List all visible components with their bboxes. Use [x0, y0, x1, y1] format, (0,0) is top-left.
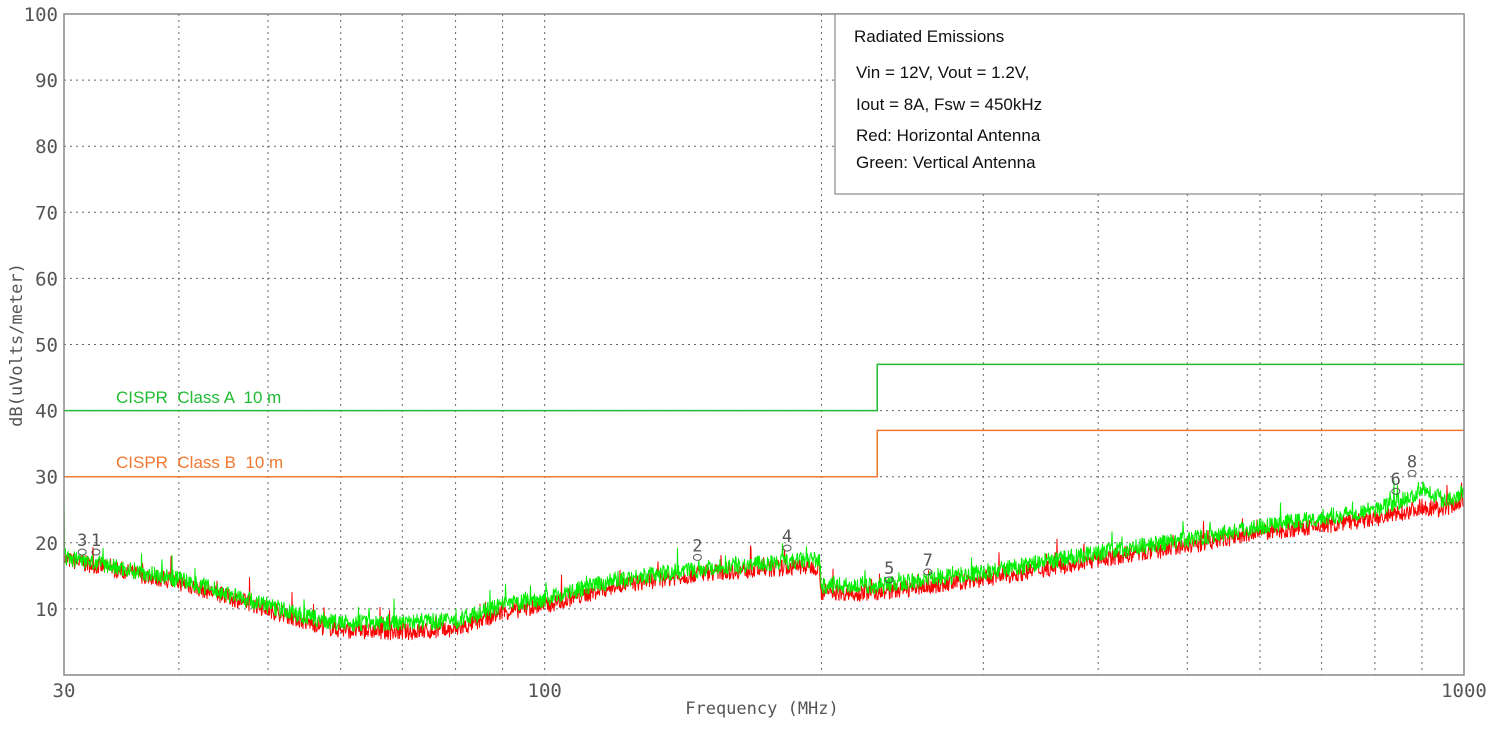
- markers: 3 1 2 4 5 7 68: [77, 452, 1417, 584]
- marker-point: [91, 548, 101, 556]
- y-tick-label: 60: [35, 268, 58, 290]
- legend-line-2: Iout = 8A, Fsw = 450kHz: [856, 95, 1042, 114]
- marker-label: 3: [77, 531, 87, 551]
- y-tick-label: 40: [35, 401, 58, 423]
- marker-point: [782, 544, 792, 552]
- marker-label: 8: [1407, 452, 1417, 472]
- marker-point: [77, 548, 87, 556]
- x-axis-label: Frequency (MHz): [685, 699, 839, 719]
- y-tick-label: 100: [24, 4, 58, 26]
- legend-line-4: Green: Vertical Antenna: [856, 153, 1036, 172]
- legend-line-3: Red: Horizontal Antenna: [856, 126, 1041, 145]
- limit-line-class-a: [64, 363, 1464, 412]
- marker-point: [1407, 469, 1417, 477]
- legend: Radiated Emissions Vin = 12V, Vout = 1.2…: [834, 13, 1465, 195]
- marker-point: [923, 568, 933, 576]
- series-traces: [63, 480, 1465, 641]
- y-tick-label: 30: [35, 467, 58, 489]
- legend-title: Radiated Emissions: [854, 27, 1004, 46]
- marker-point: [692, 553, 702, 561]
- y-tick-label: 70: [35, 202, 58, 224]
- tick-labels: 10 20 30 40 50 60 70 80 90 100 30 100 1000: [24, 4, 1487, 702]
- marker-label: 7: [923, 551, 933, 571]
- limit-label-class-a: CISPR Class A 10 m: [116, 388, 281, 407]
- limit-label-class-b: CISPR Class B 10 m: [116, 453, 283, 472]
- trace-vertical-antenna: [63, 480, 1465, 632]
- y-tick-label: 90: [35, 70, 58, 92]
- y-tick-label: 20: [35, 533, 58, 555]
- marker-label: 6: [1391, 470, 1401, 490]
- x-tick-label: 100: [528, 680, 562, 702]
- marker-label: 5: [884, 559, 894, 579]
- legend-box: [834, 13, 1465, 195]
- marker-label: 2: [692, 536, 702, 556]
- limit-line-class-b: [64, 429, 1464, 478]
- y-tick-label: 10: [35, 599, 58, 621]
- grid: [64, 14, 1464, 675]
- marker-point: [1391, 487, 1401, 495]
- marker-label: 1: [91, 531, 101, 551]
- x-tick-label: 1000: [1441, 680, 1487, 702]
- legend-line-1: Vin = 12V, Vout = 1.2V,: [856, 63, 1029, 82]
- y-tick-label: 80: [35, 136, 58, 158]
- marker-point: [884, 576, 894, 584]
- plot-frame: [63, 13, 1465, 676]
- marker-label: 4: [782, 527, 792, 547]
- x-tick-label: 30: [53, 680, 76, 702]
- y-tick-label: 50: [35, 335, 58, 357]
- y-axis-label: dB(uVolts/meter): [7, 263, 27, 427]
- limit-lines: [64, 363, 1464, 478]
